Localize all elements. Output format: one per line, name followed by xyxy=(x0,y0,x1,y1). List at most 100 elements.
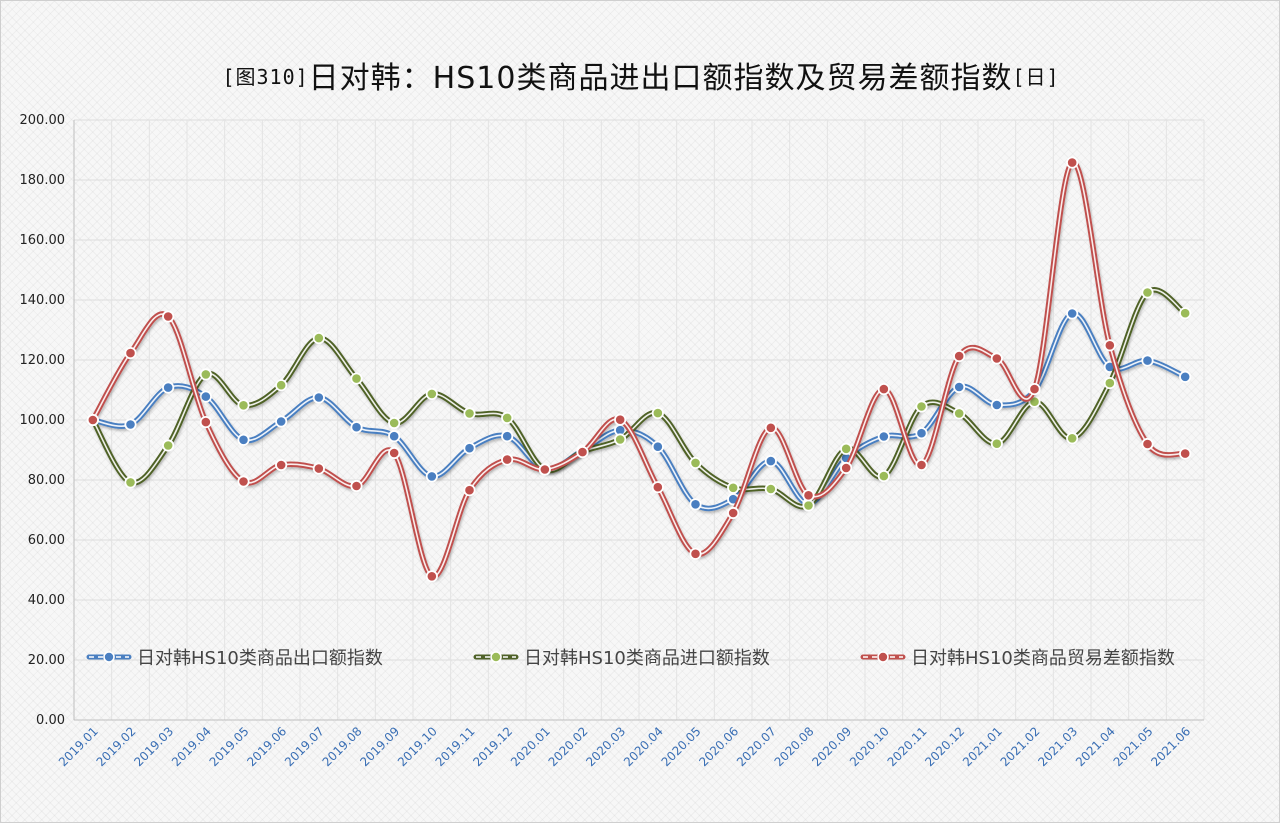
series-layer xyxy=(86,156,1192,583)
data-point xyxy=(162,381,175,394)
x-tick-label: 2020.05 xyxy=(659,724,704,769)
data-point xyxy=(689,547,702,560)
x-tick-label: 2020.08 xyxy=(772,724,817,769)
grid-layer xyxy=(73,119,1205,721)
chart-title: [图310]日对韩：HS10类商品进出口额指数及贸易差额指数[日] xyxy=(1,53,1280,97)
data-point xyxy=(350,479,363,493)
y-tick-label: 140.00 xyxy=(20,293,66,308)
data-point xyxy=(990,352,1003,365)
series-3 xyxy=(86,156,1192,583)
x-tick-label: 2019.11 xyxy=(433,724,478,769)
legend-swatch-marker xyxy=(877,651,889,663)
data-point xyxy=(953,407,966,420)
y-tick-label: 80.00 xyxy=(28,473,65,488)
legend-label: 日对韩HS10类商品贸易差额指数 xyxy=(911,648,1175,669)
data-point xyxy=(275,415,288,428)
data-point xyxy=(1179,447,1192,460)
data-point xyxy=(614,413,627,426)
data-point xyxy=(576,445,589,459)
legend-swatch-marker xyxy=(490,651,502,663)
data-point xyxy=(463,442,476,455)
x-tick-label: 2019.07 xyxy=(282,724,327,769)
data-point xyxy=(877,469,890,483)
data-point xyxy=(840,442,853,455)
x-tick-label: 2020.11 xyxy=(885,724,930,769)
data-point xyxy=(86,413,99,427)
data-point xyxy=(388,446,401,460)
x-tick-label: 2019.10 xyxy=(395,724,440,769)
data-point xyxy=(275,458,288,472)
data-point xyxy=(1141,354,1154,367)
data-point xyxy=(312,391,325,404)
x-tick-label: 2019.08 xyxy=(320,724,365,769)
data-point xyxy=(802,499,815,512)
data-point xyxy=(877,382,890,396)
data-point xyxy=(162,439,175,452)
x-tick-label: 2021.02 xyxy=(998,724,1043,769)
data-point xyxy=(501,411,514,424)
data-point xyxy=(124,346,137,360)
data-point xyxy=(727,481,740,494)
y-tick-label: 120.00 xyxy=(20,353,66,368)
data-point xyxy=(124,476,137,489)
data-point xyxy=(425,470,438,483)
data-point xyxy=(237,399,250,412)
y-tick-label: 0.00 xyxy=(36,713,65,728)
legend-item-2: 日对韩HS10类商品进口额指数 xyxy=(473,648,770,669)
chart-title-prefix: [图310] xyxy=(222,65,309,89)
legend-item-1: 日对韩HS10类商品出口额指数 xyxy=(86,648,383,669)
data-point xyxy=(501,430,514,443)
data-point xyxy=(953,349,966,363)
data-point xyxy=(162,310,175,323)
x-tick-label: 2020.06 xyxy=(696,724,741,769)
data-point xyxy=(915,458,928,472)
data-point xyxy=(877,430,890,443)
data-point xyxy=(1179,307,1192,320)
x-tick-label: 2021.05 xyxy=(1111,724,1156,769)
legend-swatch-marker xyxy=(103,651,115,663)
data-point xyxy=(237,433,250,446)
data-point xyxy=(1028,382,1041,396)
x-tick-label: 2020.12 xyxy=(922,724,967,769)
data-point xyxy=(764,421,777,434)
data-point xyxy=(425,387,438,400)
data-point xyxy=(388,430,401,443)
data-point xyxy=(501,453,514,466)
data-point xyxy=(990,437,1003,450)
data-point xyxy=(1066,432,1079,445)
data-point xyxy=(1179,370,1192,383)
data-point xyxy=(463,484,476,497)
data-point xyxy=(425,570,438,583)
x-tick-label: 2020.10 xyxy=(847,724,892,769)
data-point xyxy=(388,416,401,430)
x-tick-label: 2021.03 xyxy=(1035,724,1080,769)
y-tick-label: 100.00 xyxy=(20,413,66,428)
x-tick-label: 2019.04 xyxy=(169,724,214,769)
data-point xyxy=(463,407,476,420)
y-tick-label: 160.00 xyxy=(20,233,66,248)
data-point xyxy=(275,379,288,392)
data-point xyxy=(764,454,777,468)
x-tick-label: 2019.06 xyxy=(244,724,289,769)
data-point xyxy=(953,380,966,394)
data-point xyxy=(199,368,212,381)
data-point xyxy=(727,506,740,520)
data-point xyxy=(689,456,702,469)
data-point xyxy=(651,481,664,494)
x-tick-label: 2019.09 xyxy=(357,724,402,769)
data-point xyxy=(689,498,702,511)
data-point xyxy=(764,482,777,496)
data-point xyxy=(312,462,325,475)
data-point xyxy=(237,475,250,488)
x-tick-label: 2019.05 xyxy=(207,724,252,769)
data-point xyxy=(124,418,137,431)
data-point xyxy=(199,390,212,403)
data-point xyxy=(1103,339,1116,352)
x-tick-label: 2019.02 xyxy=(94,724,139,769)
x-tick-label: 2020.09 xyxy=(809,724,854,769)
legend-item-3: 日对韩HS10类商品贸易差额指数 xyxy=(860,648,1175,669)
data-point xyxy=(312,331,325,345)
series-2 xyxy=(86,286,1192,512)
